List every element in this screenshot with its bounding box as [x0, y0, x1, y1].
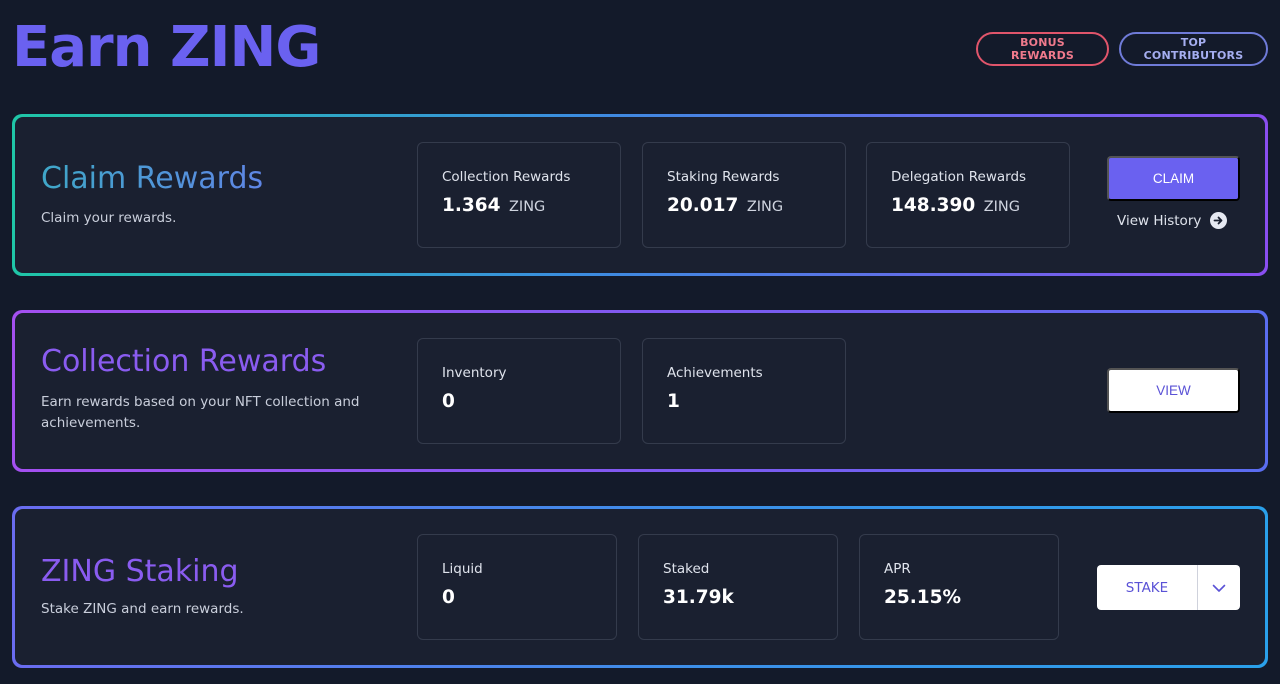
stat-label: Delegation Rewards [891, 169, 1027, 185]
stat-unit: ZING [508, 199, 546, 215]
collection-rewards-card-body: Collection Rewards Earn rewards based on… [15, 313, 1265, 469]
staked-stat: Staked 31.79k [638, 534, 838, 640]
stat-amount: 1.364 [442, 195, 501, 216]
claim-rewards-description: Claim your rewards. [41, 210, 177, 226]
stat-unit: ZING [746, 199, 784, 215]
stat-label: Staked [663, 561, 710, 577]
stat-value: 20.017 ZING [667, 195, 783, 216]
stat-label: Inventory [442, 365, 507, 381]
liquid-stat: Liquid 0 [417, 534, 617, 640]
delegation-rewards-stat: Delegation Rewards 148.390 ZING [866, 142, 1070, 248]
stat-value: 1.364 ZING [442, 195, 545, 216]
top-buttons: BONUS REWARDS TOP CONTRIBUTORS [976, 32, 1268, 66]
claim-rewards-title: Claim Rewards [41, 159, 263, 199]
view-history-label: View History [1117, 212, 1202, 229]
inventory-stat: Inventory 0 [417, 338, 621, 444]
stat-label: Liquid [442, 561, 483, 577]
staking-rewards-stat: Staking Rewards 20.017 ZING [642, 142, 846, 248]
collection-rewards-title: Collection Rewards [41, 344, 327, 379]
stake-button-group: STAKE [1097, 565, 1240, 610]
claim-rewards-card: Claim Rewards Claim your rewards. Collec… [12, 114, 1268, 276]
arrow-right-circle-icon [1210, 212, 1228, 229]
stat-unit: ZING [983, 199, 1021, 215]
stake-button[interactable]: STAKE [1125, 579, 1169, 596]
stat-value: 1 [667, 391, 680, 412]
claim-rewards-card-body: Claim Rewards Claim your rewards. Collec… [15, 117, 1265, 273]
stat-value: 25.15% [884, 587, 962, 608]
stake-divider [1197, 565, 1198, 610]
stat-amount: 20.017 [667, 195, 739, 216]
view-button[interactable]: VIEW [1107, 368, 1240, 413]
stat-value: 0 [442, 587, 455, 608]
collection-rewards-card: Collection Rewards Earn rewards based on… [12, 310, 1268, 472]
page-title: Earn ZING [12, 15, 321, 80]
top-contributors-button[interactable]: TOP CONTRIBUTORS [1119, 32, 1268, 66]
stat-value: 0 [442, 391, 455, 412]
apr-stat: APR 25.15% [859, 534, 1059, 640]
zing-staking-title: ZING Staking [41, 554, 239, 589]
claim-button[interactable]: CLAIM [1107, 156, 1240, 201]
zing-staking-card: ZING Staking Stake ZING and earn rewards… [12, 506, 1268, 668]
zing-staking-description: Stake ZING and earn rewards. [41, 601, 244, 617]
stat-label: Collection Rewards [442, 169, 571, 185]
achievements-stat: Achievements 1 [642, 338, 846, 444]
view-history-link[interactable]: View History [1117, 212, 1228, 229]
stake-dropdown-toggle[interactable] [1198, 565, 1240, 610]
bonus-rewards-button[interactable]: BONUS REWARDS [976, 32, 1109, 66]
stat-label: Achievements [667, 365, 763, 381]
collection-rewards-stat: Collection Rewards 1.364 ZING [417, 142, 621, 248]
chevron-down-icon [1212, 578, 1226, 597]
zing-staking-card-body: ZING Staking Stake ZING and earn rewards… [15, 509, 1265, 665]
stat-value: 148.390 ZING [891, 195, 1020, 216]
collection-rewards-description: Earn rewards based on your NFT collectio… [41, 394, 360, 431]
stat-amount: 148.390 [891, 195, 976, 216]
stat-value: 31.79k [663, 587, 734, 608]
stat-label: APR [884, 561, 911, 577]
stat-label: Staking Rewards [667, 169, 780, 185]
